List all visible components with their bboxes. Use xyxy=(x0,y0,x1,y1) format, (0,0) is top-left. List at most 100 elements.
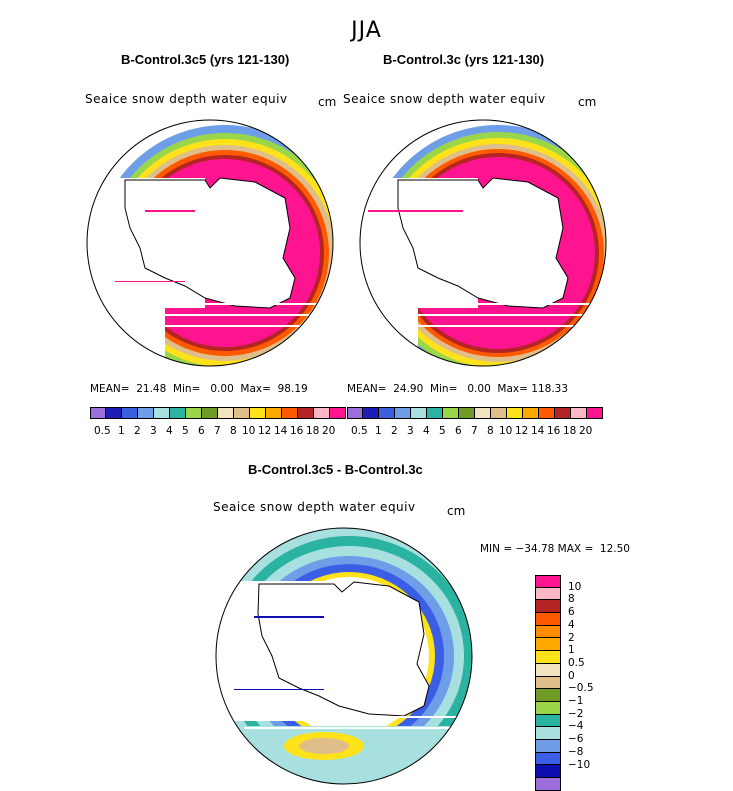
colorbar-tick-label: 8 xyxy=(230,425,237,437)
colorbar-tick-label: 4 xyxy=(568,618,575,631)
colorbar-tick-label: 6 xyxy=(198,425,205,437)
diff-field xyxy=(216,528,472,784)
colorbar-tick-label: 12 xyxy=(515,425,529,437)
colorbar-swatch-11 xyxy=(266,407,282,419)
colorbar-swatch-4 xyxy=(535,625,561,639)
colorbar-swatch-9 xyxy=(234,407,250,419)
colorbar-tick-label: 8 xyxy=(568,593,575,606)
diff-variable-label: Seaice snow depth water equiv xyxy=(213,500,416,514)
colorbar-swatch-1 xyxy=(363,407,379,419)
colorbar-tick-label: 1 xyxy=(568,644,575,657)
colorbar-tick-label: 18 xyxy=(306,425,320,437)
panel1-colorbar-labels: 0.5 1 2 3 4 5 6 7 8 10 12 14 16 18 20 xyxy=(90,425,350,439)
colorbar-tick-label: −2 xyxy=(568,707,584,720)
colorbar-swatch-2 xyxy=(535,600,561,614)
panel2-colorbar-labels: 0.5 1 2 3 4 5 6 7 8 10 12 14 16 18 20 xyxy=(347,425,607,439)
colorbar-swatch-6 xyxy=(186,407,202,419)
panel1-colorbar xyxy=(90,407,346,419)
colorbar-tick-label: 4 xyxy=(166,425,173,437)
colorbar-swatch-2 xyxy=(379,407,395,419)
colorbar-tick-label: 2 xyxy=(568,631,575,644)
colorbar-swatch-8 xyxy=(218,407,234,419)
colorbar-tick-label: 10 xyxy=(242,425,256,437)
colorbar-tick-label: 12 xyxy=(258,425,272,437)
colorbar-swatch-10 xyxy=(507,407,523,419)
colorbar-swatch-4 xyxy=(411,407,427,419)
colorbar-swatch-10 xyxy=(535,701,561,715)
colorbar-tick-label: 16 xyxy=(547,425,561,437)
colorbar-swatch-9 xyxy=(491,407,507,419)
diff-colorbar-labels: 10 8 6 4 2 1 0.5 0 −0.5 −1 −2 −4 −6 −8 −10 xyxy=(568,575,628,785)
colorbar-swatch-9 xyxy=(535,689,561,702)
colorbar-swatch-10 xyxy=(250,407,266,419)
colorbar-swatch-12 xyxy=(282,407,298,419)
panel1-variable-label: Seaice snow depth water equiv xyxy=(85,92,288,106)
colorbar-swatch-7 xyxy=(535,663,561,677)
colorbar-tick-label: 4 xyxy=(423,425,430,437)
colorbar-swatch-15 xyxy=(587,407,603,419)
colorbar-swatch-14 xyxy=(314,407,330,419)
colorbar-swatch-3 xyxy=(138,407,154,419)
diff-title: B-Control.3c5 - B-Control.3c xyxy=(248,462,423,477)
colorbar-swatch-0 xyxy=(347,407,363,419)
season-title: JJA xyxy=(351,18,382,43)
colorbar-tick-label: 6 xyxy=(568,606,575,619)
colorbar-swatch-14 xyxy=(571,407,587,419)
colorbar-swatch-3 xyxy=(535,613,561,626)
colorbar-tick-label: −0.5 xyxy=(568,682,594,695)
diff-map xyxy=(215,527,473,785)
colorbar-tick-label: 16 xyxy=(290,425,304,437)
colorbar-tick-label: 7 xyxy=(214,425,221,437)
colorbar-swatch-8 xyxy=(475,407,491,419)
colorbar-swatch-1 xyxy=(535,587,561,601)
panel1-stats: MEAN= 21.48 Min= 0.00 Max= 98.19 xyxy=(90,383,308,395)
colorbar-swatch-11 xyxy=(523,407,539,419)
colorbar-swatch-7 xyxy=(202,407,218,419)
colorbar-swatch-4 xyxy=(154,407,170,419)
panel2-variable-label: Seaice snow depth water equiv xyxy=(343,92,546,106)
colorbar-swatch-6 xyxy=(535,651,561,664)
colorbar-swatch-12 xyxy=(539,407,555,419)
colorbar-swatch-15 xyxy=(330,407,346,419)
colorbar-swatch-11 xyxy=(535,714,561,728)
panel1-map xyxy=(86,119,334,367)
colorbar-swatch-13 xyxy=(535,739,561,753)
colorbar-swatch-3 xyxy=(395,407,411,419)
panel2-title: B-Control.3c (yrs 121-130) xyxy=(383,52,545,67)
colorbar-swatch-14 xyxy=(535,752,561,766)
colorbar-tick-label: 5 xyxy=(439,425,446,437)
colorbar-swatch-13 xyxy=(555,407,571,419)
colorbar-tick-label: 0.5 xyxy=(351,425,368,437)
panel2-field xyxy=(360,120,606,366)
colorbar-swatch-1 xyxy=(106,407,122,419)
colorbar-swatch-0 xyxy=(535,575,561,588)
colorbar-swatch-15 xyxy=(535,765,561,778)
colorbar-swatch-13 xyxy=(298,407,314,419)
colorbar-tick-label: 0.5 xyxy=(568,656,585,669)
colorbar-tick-label: −1 xyxy=(568,695,584,707)
colorbar-tick-label: 3 xyxy=(150,425,157,437)
diff-colorbar xyxy=(535,575,561,791)
colorbar-tick-label: 18 xyxy=(563,425,577,437)
colorbar-tick-label: 3 xyxy=(407,425,414,437)
colorbar-swatch-6 xyxy=(443,407,459,419)
colorbar-tick-label: 14 xyxy=(274,425,288,437)
colorbar-tick-label: 1 xyxy=(118,425,125,437)
colorbar-swatch-0 xyxy=(90,407,106,419)
panel2-stats: MEAN= 24.90 Min= 0.00 Max= 118.33 xyxy=(347,383,569,395)
panel1-field xyxy=(87,120,333,366)
panel1-title: B-Control.3c5 (yrs 121-130) xyxy=(121,52,290,67)
colorbar-tick-label: −10 xyxy=(568,758,591,771)
panel2-units-label: cm xyxy=(578,95,597,109)
colorbar-tick-label: 10 xyxy=(568,580,582,593)
colorbar-tick-label: 7 xyxy=(471,425,478,437)
colorbar-tick-label: 1 xyxy=(375,425,382,437)
panel1-units-label: cm xyxy=(318,95,337,109)
colorbar-swatch-5 xyxy=(170,407,186,419)
colorbar-tick-label: 0.5 xyxy=(94,425,111,437)
colorbar-swatch-16 xyxy=(535,778,561,791)
diff-units-label: cm xyxy=(447,504,466,518)
colorbar-swatch-5 xyxy=(535,638,561,652)
colorbar-tick-label: 20 xyxy=(579,425,593,437)
colorbar-tick-label: 20 xyxy=(322,425,336,437)
